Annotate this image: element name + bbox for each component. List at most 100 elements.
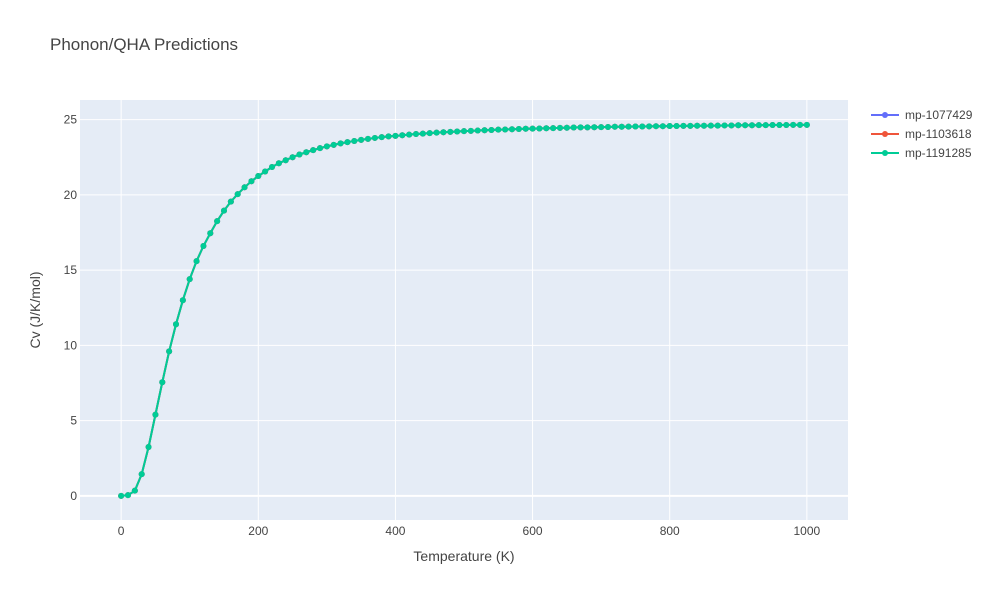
data-point xyxy=(735,122,742,129)
data-point xyxy=(200,243,207,250)
data-point xyxy=(131,487,138,494)
data-point xyxy=(303,149,310,156)
y-tick-labels: 0 5 10 15 20 25 xyxy=(64,113,78,503)
legend: mp-1077429 mp-1103618 mp-1191285 xyxy=(871,108,973,160)
data-point xyxy=(797,121,803,128)
legend-item[interactable]: mp-1191285 xyxy=(871,146,972,160)
data-point xyxy=(742,122,749,129)
x-grid xyxy=(120,100,808,520)
data-point xyxy=(721,122,728,129)
y-axis-title: Cv (J/K/mol) xyxy=(27,272,43,349)
x-tick-label: 800 xyxy=(660,524,680,538)
x-tick-label: 600 xyxy=(523,524,543,538)
data-point xyxy=(317,145,323,152)
data-point xyxy=(214,218,221,225)
data-point xyxy=(509,126,515,133)
legend-label: mp-1103618 xyxy=(905,127,972,141)
x-tick-label: 400 xyxy=(385,524,405,538)
data-point xyxy=(803,121,810,128)
data-point xyxy=(255,173,262,180)
data-point xyxy=(666,123,673,130)
data-point xyxy=(646,123,653,130)
data-point xyxy=(502,126,509,133)
data-point xyxy=(454,128,461,135)
plot-area xyxy=(80,100,848,520)
data-point xyxy=(406,131,413,138)
legend-label: mp-1191285 xyxy=(905,146,972,160)
data-point xyxy=(159,379,166,386)
data-point xyxy=(694,122,701,129)
data-point xyxy=(234,191,241,198)
data-point xyxy=(426,130,433,137)
data-point xyxy=(269,163,275,170)
data-point xyxy=(262,168,269,175)
data-point xyxy=(433,129,440,136)
data-point xyxy=(536,125,543,132)
data-point xyxy=(138,471,145,478)
data-point xyxy=(125,492,131,499)
legend-item[interactable]: mp-1077429 xyxy=(871,108,973,122)
data-point xyxy=(495,126,502,133)
data-point xyxy=(399,132,406,139)
data-point xyxy=(529,125,536,132)
data-point xyxy=(221,207,227,214)
data-point xyxy=(563,124,570,131)
data-point xyxy=(522,125,529,132)
y-tick-label: 5 xyxy=(70,414,77,428)
data-point xyxy=(611,123,618,130)
legend-label: mp-1077429 xyxy=(905,108,973,122)
data-point xyxy=(625,123,632,130)
data-point xyxy=(145,443,152,450)
data-point xyxy=(207,230,214,237)
data-point xyxy=(358,136,365,143)
data-point xyxy=(728,122,735,129)
data-point xyxy=(783,121,790,128)
data-point xyxy=(248,178,255,185)
data-point xyxy=(447,128,454,135)
data-point xyxy=(378,134,385,141)
data-point xyxy=(365,135,371,142)
data-point xyxy=(769,121,776,128)
data-point xyxy=(543,125,550,132)
data-point xyxy=(413,131,419,138)
y-grid xyxy=(80,119,848,497)
data-point xyxy=(680,122,687,129)
data-point xyxy=(419,130,426,137)
y-tick-label: 20 xyxy=(64,188,78,202)
data-point xyxy=(310,147,317,154)
data-point xyxy=(749,122,755,129)
data-point xyxy=(605,123,611,130)
data-point xyxy=(179,297,186,304)
data-point xyxy=(351,137,358,144)
data-point xyxy=(474,127,481,134)
data-point xyxy=(323,143,330,150)
data-point xyxy=(461,128,467,135)
data-point xyxy=(289,154,296,161)
data-point xyxy=(296,151,303,158)
legend-marker xyxy=(882,112,888,118)
x-tick-labels: 0 200 400 600 800 1000 xyxy=(118,524,821,538)
data-point xyxy=(755,122,762,129)
y-tick-label: 15 xyxy=(64,263,78,277)
data-point xyxy=(577,124,584,131)
data-point xyxy=(118,492,125,499)
legend-item[interactable]: mp-1103618 xyxy=(871,127,972,141)
data-point xyxy=(584,124,591,131)
data-point xyxy=(371,134,378,141)
data-point xyxy=(701,122,707,129)
data-point xyxy=(673,123,680,130)
y-tick-label: 0 xyxy=(70,489,77,503)
y-tick-label: 25 xyxy=(64,113,78,127)
data-point xyxy=(337,140,344,147)
chart-title: Phonon/QHA Predictions xyxy=(50,35,238,54)
data-point xyxy=(193,258,200,265)
data-point xyxy=(392,132,399,139)
data-point xyxy=(440,129,447,136)
data-point xyxy=(515,126,522,133)
data-point xyxy=(488,126,495,133)
data-point xyxy=(632,123,639,130)
data-point xyxy=(241,184,248,191)
data-point xyxy=(762,122,769,129)
legend-marker xyxy=(882,131,888,137)
